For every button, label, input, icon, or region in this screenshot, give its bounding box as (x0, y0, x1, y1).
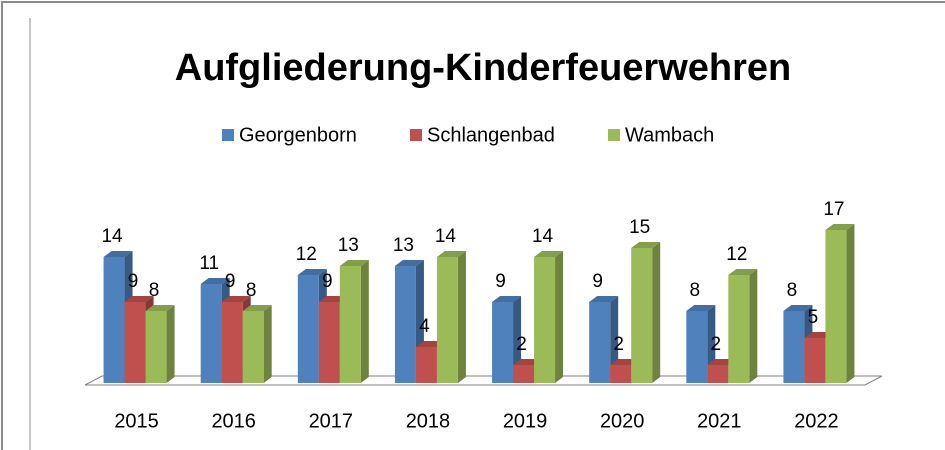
bar-top (124, 296, 154, 302)
data-label: 12 (296, 244, 317, 265)
x-tick-label: 2016 (211, 410, 256, 432)
data-label: 13 (393, 235, 414, 256)
data-label: 15 (629, 217, 650, 238)
bar-top (103, 251, 133, 257)
bar (610, 365, 632, 383)
legend-swatch (608, 129, 620, 141)
bar (221, 302, 243, 383)
bar (783, 311, 805, 383)
bar (534, 257, 556, 383)
bar-top (534, 251, 564, 257)
bar-top (297, 269, 327, 275)
data-label: 12 (726, 244, 747, 265)
bar-side (652, 242, 661, 383)
x-tick-label: 2018 (406, 410, 451, 432)
bar-top (145, 305, 175, 311)
bar (394, 266, 416, 383)
data-label: 8 (787, 280, 798, 301)
bar (492, 302, 514, 383)
bar-top (492, 296, 522, 302)
legend-label: Georgenborn (239, 124, 357, 146)
bar (145, 311, 167, 383)
bar-side (555, 251, 564, 383)
bar-top (589, 296, 619, 302)
bar (728, 275, 750, 383)
x-tick-label: 2017 (309, 410, 354, 432)
legend-label: Schlangenbad (427, 124, 555, 146)
legend-swatch (222, 129, 234, 141)
bar (631, 248, 653, 383)
floor (84, 375, 883, 386)
bar-side (457, 251, 466, 383)
x-tick-label: 2020 (600, 410, 645, 432)
data-label: 11 (199, 253, 219, 274)
bar-top (242, 305, 272, 311)
bar-top (631, 242, 661, 248)
legend-swatch (410, 129, 422, 141)
bar (686, 311, 708, 383)
legend-label: Wambach (625, 124, 714, 146)
bar-side (360, 260, 369, 383)
bar-side (846, 224, 855, 383)
data-label: 14 (532, 226, 554, 247)
bar (804, 338, 826, 383)
bar (707, 365, 729, 383)
data-label: 2 (516, 334, 527, 355)
data-label: 2 (711, 334, 722, 355)
bar-top (200, 278, 230, 284)
bar (436, 257, 458, 383)
bar-top (339, 260, 369, 266)
bar-side (166, 305, 175, 383)
bar (297, 275, 319, 383)
bar (825, 230, 847, 383)
bar (513, 365, 535, 383)
bar (200, 284, 222, 383)
x-tick-label: 2019 (503, 410, 548, 432)
data-label: 9 (128, 271, 139, 292)
data-label: 9 (225, 271, 236, 292)
data-label: 9 (322, 271, 333, 292)
bar (318, 302, 340, 383)
bar-top (825, 224, 855, 230)
data-label: 2 (613, 334, 624, 355)
bar-side (749, 269, 758, 383)
chart-title: Aufgliederung-Kinderfeuerwehren (175, 47, 792, 89)
bar (339, 266, 361, 383)
bar (124, 302, 146, 383)
bar (242, 311, 264, 383)
data-label: 14 (435, 226, 457, 247)
bar (589, 302, 611, 383)
data-label: 4 (419, 316, 430, 337)
data-label: 17 (823, 199, 844, 220)
data-label: 9 (495, 271, 506, 292)
bar-top (686, 305, 716, 311)
bar-top (221, 296, 251, 302)
bar-top (783, 305, 813, 311)
data-label: 8 (149, 280, 160, 301)
x-tick-label: 2022 (794, 410, 839, 432)
bar-top (436, 251, 466, 257)
bar-top (728, 269, 758, 275)
data-label: 8 (690, 280, 701, 301)
data-label: 14 (101, 226, 123, 247)
x-tick-label: 2021 (697, 410, 742, 432)
data-label: 9 (592, 271, 603, 292)
x-tick-label: 2015 (114, 410, 159, 432)
bar (415, 347, 437, 383)
data-label: 5 (808, 307, 819, 328)
data-label: 13 (338, 235, 359, 256)
bar (103, 257, 125, 383)
data-label: 8 (246, 280, 257, 301)
bar-side (263, 305, 272, 383)
bar-top (394, 260, 424, 266)
